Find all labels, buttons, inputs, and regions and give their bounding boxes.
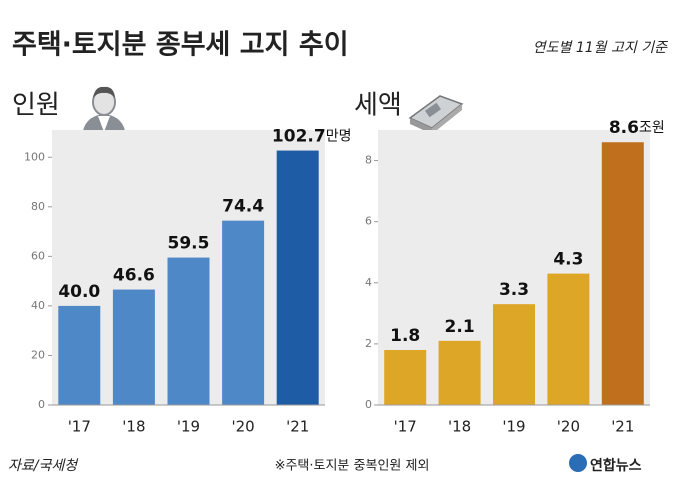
chart-title: 인원: [12, 91, 60, 121]
x-tick-label: '21: [286, 418, 309, 436]
x-tick-label: '20: [557, 418, 580, 436]
value-number: 40.0: [58, 282, 100, 302]
value-number: 3.3: [499, 280, 529, 300]
bar: [547, 273, 590, 405]
value-number: 1.8: [390, 326, 420, 346]
value-unit: 만명: [326, 129, 352, 145]
bar: [384, 350, 427, 405]
value-number: 46.6: [113, 266, 155, 286]
y-tick-label: 0: [38, 398, 45, 411]
bar: [58, 305, 101, 405]
value-number: 2.1: [445, 317, 475, 337]
bar: [112, 289, 155, 405]
bar: [601, 142, 644, 405]
chart-title: 세액: [354, 91, 402, 121]
value-label: 3.3: [499, 280, 529, 300]
value-label: 102.7만명: [272, 127, 352, 147]
value-unit: 조원: [639, 120, 665, 136]
value-label: 4.3: [553, 250, 583, 270]
subtitle: 연도별 11월 고지 기준: [533, 40, 668, 56]
x-tick-label: '21: [611, 418, 634, 436]
value-label: 1.8: [390, 326, 420, 346]
y-tick-label: 8: [365, 154, 372, 167]
value-number: 102.7: [272, 127, 326, 147]
source: 자료/국세청: [8, 458, 79, 474]
bar: [493, 304, 535, 405]
y-tick-label: 100: [24, 150, 45, 163]
x-tick-label: '17: [394, 418, 417, 436]
title: 주택·토지분 종부세 고지 추이: [12, 30, 349, 61]
y-tick-label: 0: [365, 398, 372, 411]
value-label: 2.1: [445, 317, 475, 337]
value-label: 46.6: [113, 266, 155, 286]
x-tick-label: '20: [231, 418, 254, 436]
x-tick-label: '18: [122, 418, 145, 436]
y-tick-label: 2: [365, 337, 372, 350]
bar: [276, 150, 319, 405]
bar: [222, 220, 265, 405]
x-tick-label: '19: [177, 418, 200, 436]
value-label: 74.4: [222, 197, 264, 217]
value-number: 74.4: [222, 197, 264, 217]
bar: [438, 340, 481, 405]
bar: [167, 257, 210, 405]
y-tick-label: 6: [365, 215, 372, 228]
y-tick-label: 80: [31, 200, 45, 213]
y-tick-label: 4: [365, 276, 372, 289]
value-label: 8.6조원: [609, 118, 665, 138]
y-tick-label: 20: [31, 348, 45, 361]
note: ※주택·토지분 중복인원 제외: [275, 459, 430, 474]
y-tick-label: 40: [31, 299, 45, 312]
value-number: 4.3: [553, 250, 583, 270]
logo: 연합뉴스: [590, 457, 642, 474]
value-number: 59.5: [168, 234, 210, 254]
logo-mark: [569, 454, 587, 472]
value-label: 40.0: [58, 282, 100, 302]
value-number: 8.6: [609, 118, 639, 138]
value-label: 59.5: [168, 234, 210, 254]
x-tick-label: '19: [502, 418, 525, 436]
y-tick-label: 60: [31, 249, 45, 262]
x-tick-label: '17: [68, 418, 91, 436]
x-tick-label: '18: [448, 418, 471, 436]
